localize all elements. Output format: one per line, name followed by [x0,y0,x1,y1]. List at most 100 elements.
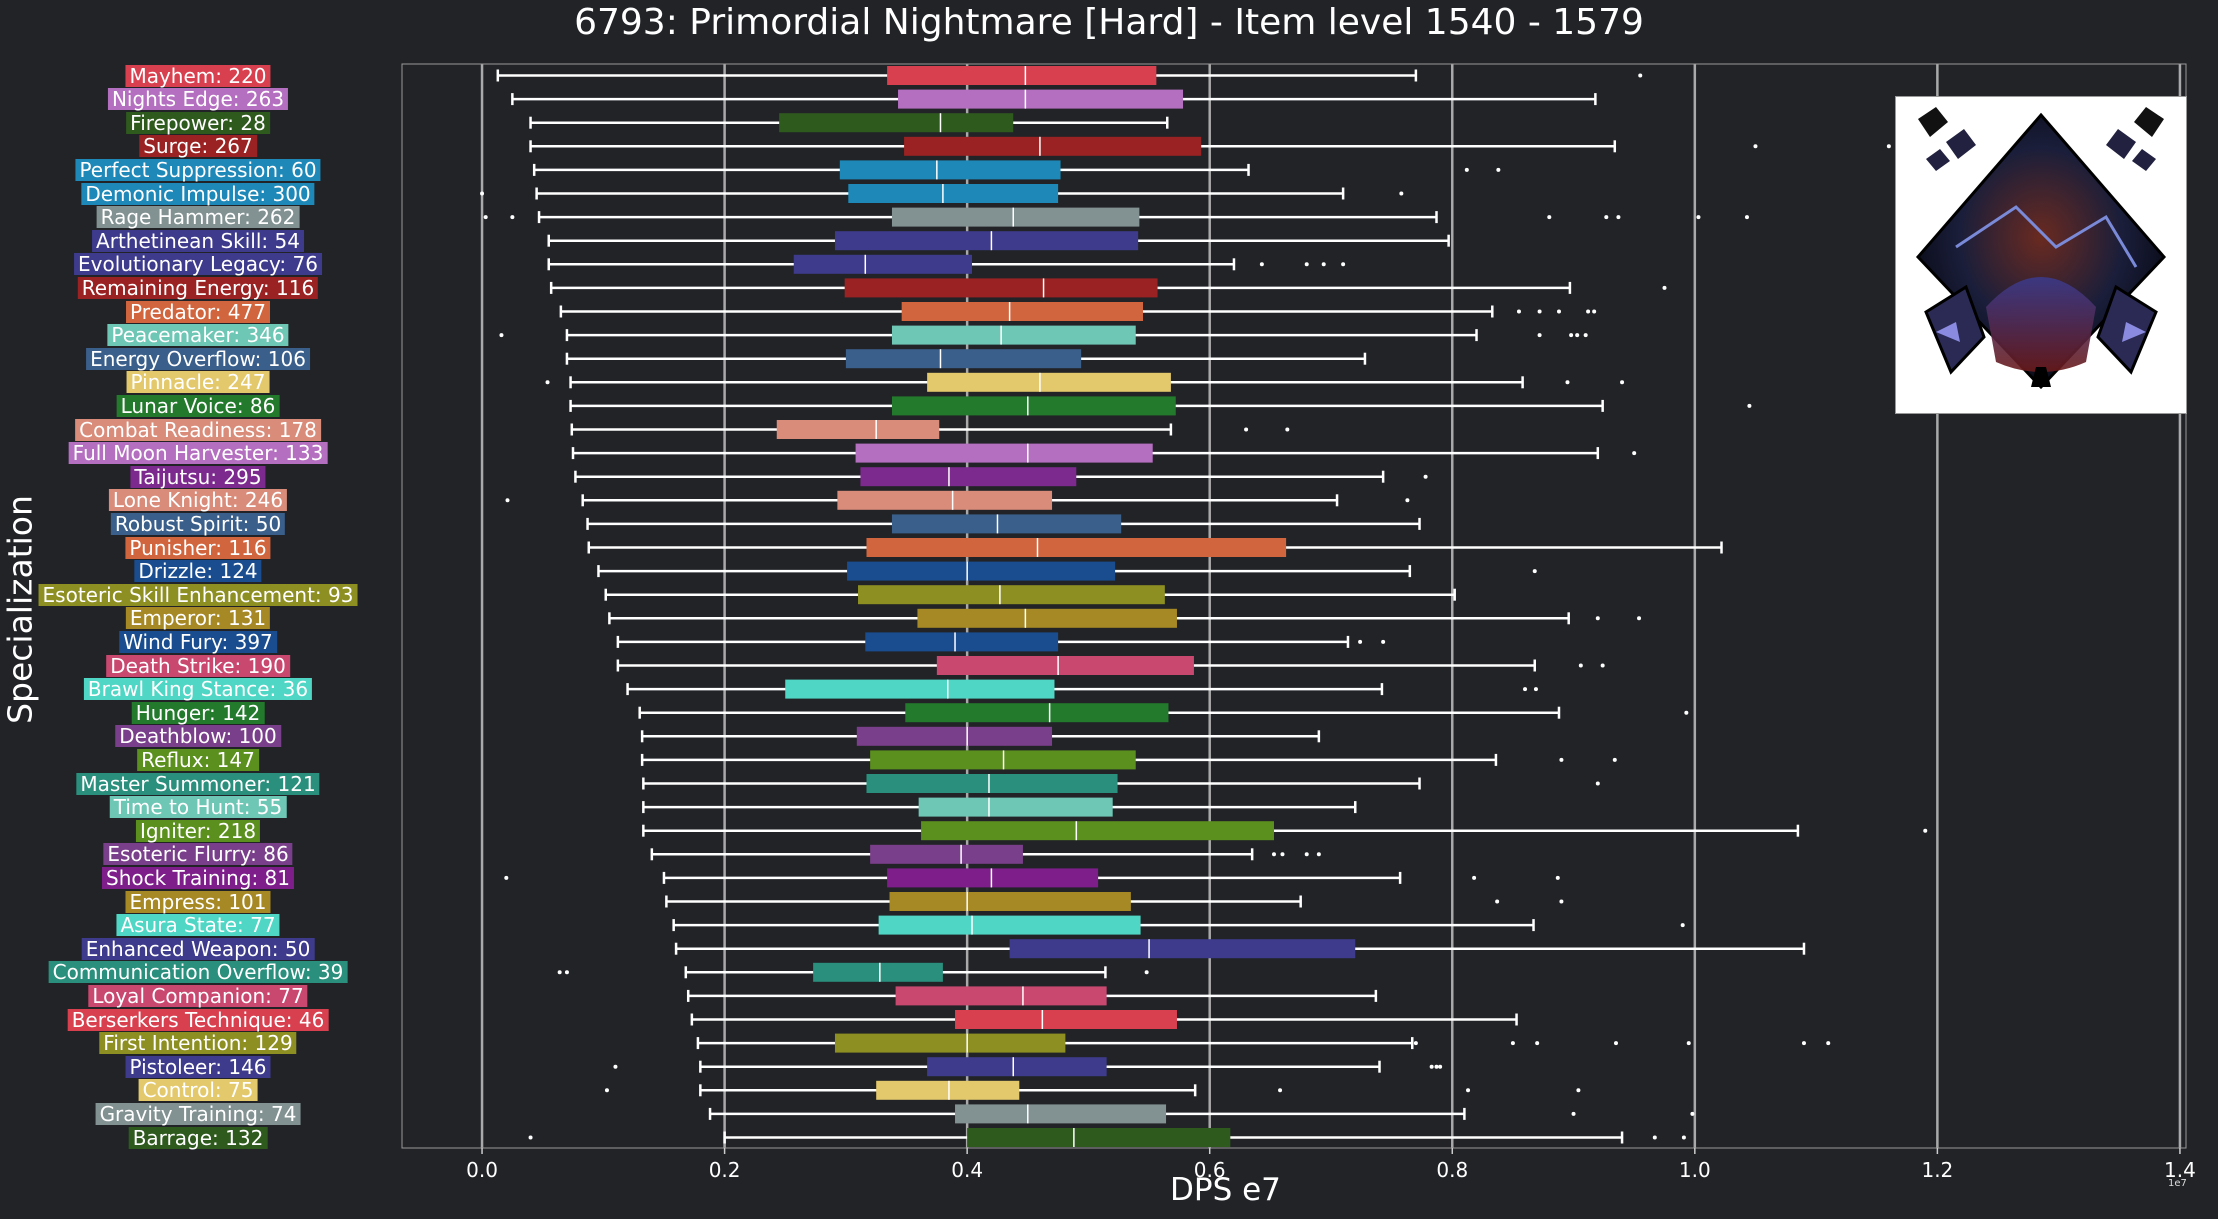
box-series [511,89,1597,109]
category-label: Peacemaker: 346 [107,324,289,347]
iqr-box [917,608,1177,628]
box-series [616,656,1605,675]
x-tick-label: 1.2 [1921,1158,1953,1182]
outlier-point [1423,474,1428,479]
outlier-point [1753,144,1758,149]
box-series [604,1080,1581,1100]
outlier-point [1592,309,1597,314]
outlier-point [1578,663,1583,668]
outlier-point [1690,1111,1695,1116]
box-series [557,962,1149,982]
outlier-point [1632,451,1637,456]
outlier-point [1575,333,1580,338]
outlier-point [1565,380,1570,385]
category-label: Asura State: 77 [116,914,280,937]
category-label: Communication Overflow: 39 [48,961,348,984]
outlier-point [1681,1135,1686,1140]
box-series [480,184,1404,203]
x-tick-label: 1.0 [1679,1158,1711,1182]
iqr-box [904,136,1202,156]
outlier-point [1438,1064,1443,1069]
category-label: Shock Training: 81 [101,866,295,889]
iqr-box [870,844,1023,864]
iqr-box [887,868,1099,888]
outlier-point [1747,403,1752,408]
category-label: Brawl King Stance: 36 [83,678,313,701]
iqr-box [927,372,1171,392]
outlier-point [1144,970,1149,975]
box-series [616,632,1386,652]
outlier-point [1523,687,1528,692]
outlier-point [613,1064,618,1069]
outlier-point [1496,167,1501,172]
box-series [499,325,1588,345]
outlier-point [510,215,515,220]
iqr-box [785,679,1055,699]
outlier-point [545,380,550,385]
outlier-point [1535,1041,1540,1046]
iqr-box [936,656,1194,675]
box-series [672,915,1685,935]
category-label: Igniter: 218 [135,819,261,842]
outlier-point [1537,309,1542,314]
outlier-point [1595,616,1600,621]
x-tick-label: 0.8 [1436,1158,1468,1182]
outlier-point [1464,167,1469,172]
outlier-point [1381,639,1386,644]
category-label: Pinnacle: 247 [126,371,270,394]
outlier-point [557,970,562,975]
outlier-point [1826,1041,1831,1046]
category-label: Punisher: 116 [125,536,271,559]
iqr-box [858,585,1165,605]
category-label: Firepower: 28 [126,111,270,134]
outlier-point [1571,1111,1576,1116]
category-label: Full Moon Harvester: 133 [68,442,328,465]
boxes [480,66,1928,1147]
iqr-box [779,113,1014,133]
box-series [528,1128,1686,1147]
outlier-point [1680,923,1685,928]
outlier-point [1637,616,1642,621]
outlier-point [1696,215,1701,220]
iqr-box [834,231,1139,251]
chart-title: 6793: Primordial Nightmare [Hard] - Item… [574,2,1644,43]
box-series [504,868,1560,888]
category-label: Deathblow: 100 [115,725,281,748]
box-series [532,160,1501,180]
category-label: Taijutsu: 295 [130,465,266,488]
outlier-point [1555,875,1560,880]
outlier-point [499,333,504,338]
outlier-point [1616,215,1621,220]
iqr-box [918,797,1113,817]
box-series [549,278,1667,298]
iqr-box [905,703,1169,723]
iqr-box [865,632,1059,652]
box-series [545,372,1625,392]
box-series [529,136,1891,156]
outlier-point [1662,285,1667,290]
outlier-point [1271,852,1276,857]
iqr-box [967,1128,1231,1147]
category-label: Time to Hunt: 55 [109,796,287,819]
box-series [587,538,1723,557]
outlier-point [1358,639,1363,644]
category-label: Perfect Suppression: 60 [75,158,321,181]
category-label: Enhanced Weapon: 50 [81,937,315,960]
category-label: Emperor: 131 [125,607,271,630]
outlier-point [1569,333,1574,338]
category-label: Predator: 477 [126,300,270,323]
box-series [574,467,1428,487]
category-label: Pistoleer: 146 [125,1055,271,1078]
category-label: Control: 75 [138,1079,258,1102]
outlier-point [1399,191,1404,196]
outlier-point [1686,1041,1691,1046]
outlier-point [1583,333,1588,338]
box-series [642,797,1357,817]
outlier-point [1304,852,1309,857]
category-label: Evolutionary Legacy: 76 [74,253,322,276]
iqr-box [895,986,1107,1006]
category-label: First Intention: 129 [99,1032,297,1055]
box-series [650,844,1321,864]
iqr-box [955,1010,1177,1029]
